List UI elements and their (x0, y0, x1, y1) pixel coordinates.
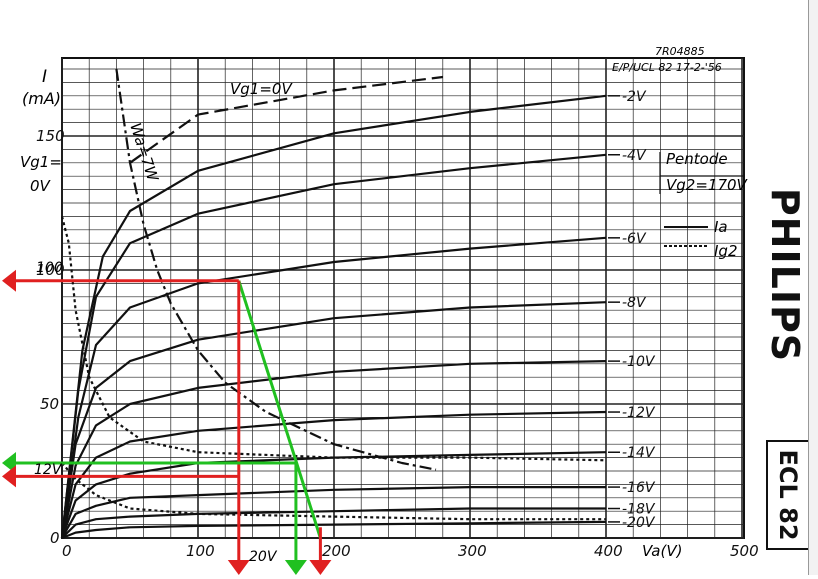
x-tick-label: 400 (594, 542, 623, 560)
marker-arrowhead-down (227, 560, 250, 575)
marker-arrowhead-down (309, 560, 332, 575)
marker-label-12v: 12V (34, 462, 63, 478)
x-tick-label: 100 (186, 542, 215, 560)
x-axis-label: Va(V) (642, 542, 682, 560)
series-label: -14V (622, 445, 656, 461)
series-curve (129, 75, 443, 164)
legend-title: Pentode (666, 150, 728, 168)
series-curve (61, 486, 606, 539)
y-tick-label: 50 (40, 395, 59, 413)
series-label: -18V (622, 502, 656, 518)
series-label: -20V (622, 515, 656, 531)
marker-label-20v: 20V (249, 549, 278, 565)
series-curve (60, 360, 607, 539)
series-label: -2V (622, 89, 647, 105)
x-tick-label: 300 (458, 542, 487, 560)
series-label: -4V (622, 148, 647, 164)
vg1-axis-value: 0V (30, 177, 52, 195)
model-text: ECL 82 (774, 449, 802, 541)
legend: Pentode Vg2=170V Ia Ig2 (659, 150, 749, 260)
series-curve (60, 451, 607, 539)
load-line (237, 280, 322, 539)
header-code: 7R04885 (655, 45, 705, 58)
series-curve (60, 236, 607, 539)
marker-arrowhead-down (284, 560, 307, 575)
series-curve (60, 94, 607, 539)
series-curve (60, 301, 607, 539)
series-label: -8V (622, 295, 647, 311)
series-curve (61, 520, 607, 540)
series-label: -12V (622, 405, 656, 421)
marker-label-100: 100 (36, 260, 63, 276)
curve-label-top: Vg1=0V (230, 80, 293, 98)
y-axis-unit: (mA) (22, 89, 61, 108)
series-curve (60, 410, 607, 539)
series-curve (115, 68, 437, 471)
y-axis-symbol: I (42, 67, 47, 87)
brand-text: PHILIPS (763, 187, 807, 363)
curves: -2V -4V -6V -8V -10V -12V -14V -16V -18V-20V (60, 68, 656, 540)
x-tick-label: 200 (322, 542, 351, 560)
y-tick-label: 0 (50, 529, 60, 547)
vg1-axis-label: Vg1= (20, 153, 62, 171)
model-box: ECL 82 (766, 440, 810, 550)
brand-logo: PHILIPS (760, 180, 810, 370)
marker-arrowhead-left (2, 269, 16, 292)
series-curve (60, 216, 607, 462)
page-edge (808, 0, 818, 575)
series-curve (61, 462, 606, 521)
series-curve (60, 153, 607, 539)
series-label: -16V (622, 480, 656, 496)
marker-arrowhead-left (2, 465, 16, 488)
legend-condition: Vg2=170V (666, 176, 749, 194)
y-tick-label: 100 (36, 261, 65, 279)
series-label: -6V (622, 231, 647, 247)
series-label: -10V (622, 354, 656, 370)
y-tick-label: 150 (36, 127, 65, 145)
annotations: 0 100 200 300 400 500 0 50 100 150 (2, 127, 759, 575)
x-tick-label: 500 (730, 542, 759, 560)
series-curve (61, 507, 606, 539)
legend-ia-label: Ia (714, 218, 728, 236)
header-ref: E/P/UCL 82 17-2-'56 (612, 61, 722, 74)
x-tick-label: 0 (62, 542, 72, 560)
curve-label-power: Wa=7W (126, 121, 162, 185)
legend-ig2-label: Ig2 (714, 242, 738, 260)
